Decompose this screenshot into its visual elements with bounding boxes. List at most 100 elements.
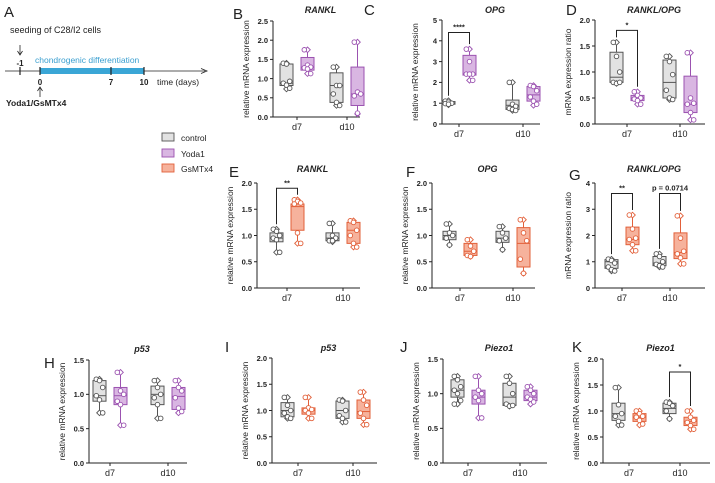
chart-panel-c: C OPG relative mRNA expression 0 1 2 3 4 5 d7 d10 *… bbox=[364, 2, 541, 139]
box bbox=[350, 66, 365, 106]
box-control-d10 bbox=[325, 219, 340, 246]
box-control-d10 bbox=[505, 78, 520, 114]
significance-bracket bbox=[611, 193, 633, 255]
data-point bbox=[157, 415, 164, 422]
data-point bbox=[503, 373, 510, 380]
data-point bbox=[307, 70, 314, 77]
x-tick-label: d10 bbox=[672, 468, 687, 478]
data-point bbox=[304, 66, 311, 72]
data-point bbox=[351, 39, 358, 45]
data-point bbox=[690, 100, 697, 106]
data-point bbox=[530, 98, 537, 104]
data-point bbox=[446, 242, 453, 248]
x-tick-label: d10 bbox=[160, 468, 175, 478]
panel-a-timeline: A seeding of C28/I2 cells -1 chondrogeni… bbox=[4, 4, 209, 108]
data-point bbox=[690, 426, 697, 432]
data-point bbox=[330, 91, 337, 97]
data-point bbox=[639, 421, 646, 427]
y-axis-label: relative mRNA expression bbox=[225, 186, 235, 284]
data-point bbox=[175, 384, 182, 391]
y-tick-label: 1.5 bbox=[417, 205, 427, 214]
data-point bbox=[506, 79, 513, 86]
box-control-d10 bbox=[495, 223, 510, 254]
y-axis-label: mRNA expression ratio bbox=[563, 28, 573, 115]
box-yoda1-d10 bbox=[683, 49, 698, 124]
y-tick-label: 2.0 bbox=[242, 179, 252, 188]
data-point bbox=[478, 390, 485, 397]
data-point bbox=[357, 410, 364, 416]
box-gsmtx4-d10 bbox=[356, 388, 371, 429]
data-point bbox=[669, 96, 676, 103]
y-tick-label: 2.0 bbox=[588, 355, 598, 364]
data-point bbox=[353, 244, 360, 250]
box-yoda1-d7 bbox=[630, 88, 645, 108]
significance-label: * bbox=[626, 20, 629, 29]
data-point bbox=[353, 227, 360, 233]
data-point bbox=[339, 398, 346, 404]
y-tick-label: 1.0 bbox=[74, 390, 84, 399]
panel-letter: F bbox=[406, 164, 415, 181]
box-yoda1-d10 bbox=[523, 383, 538, 408]
data-point bbox=[502, 235, 509, 241]
box-gsmtx4-d7 bbox=[290, 196, 305, 247]
y-tick-label: 0 bbox=[586, 284, 590, 293]
data-point bbox=[610, 39, 617, 46]
y-tick-label: 2 bbox=[586, 231, 590, 240]
data-point bbox=[669, 71, 676, 78]
data-point bbox=[151, 377, 158, 384]
box-gsmtx4-d10 bbox=[683, 407, 698, 433]
box-control-d7 bbox=[450, 372, 465, 408]
whisker-cap-marker bbox=[687, 407, 694, 415]
y-axis-label: mRNA expression ratio bbox=[563, 192, 573, 279]
box bbox=[346, 221, 361, 244]
data-point bbox=[478, 415, 485, 421]
y-tick-label: 1.0 bbox=[428, 389, 438, 398]
x-tick-label: d7 bbox=[622, 129, 632, 139]
data-point bbox=[472, 394, 479, 400]
box-yoda1-d7 bbox=[113, 368, 128, 429]
phase-label: chondrogenic differentiation bbox=[35, 55, 140, 65]
data-point bbox=[273, 236, 280, 243]
panel-letter: A bbox=[4, 4, 14, 21]
data-point bbox=[457, 397, 464, 404]
chart-title: OPG bbox=[485, 5, 505, 15]
x-tick-label: d7 bbox=[454, 129, 464, 139]
chart-panel-d: D RANKL/OPG mRNA expression ratio 0.0 0.5 1.0… bbox=[563, 2, 705, 139]
y-tick-label: 1.5 bbox=[428, 355, 438, 364]
data-point bbox=[283, 82, 290, 88]
data-point bbox=[297, 240, 304, 247]
data-point bbox=[618, 422, 625, 428]
box-gsmtx4-d10 bbox=[516, 216, 531, 277]
data-point bbox=[669, 403, 676, 409]
data-point bbox=[666, 58, 673, 65]
panel-letter: E bbox=[229, 164, 239, 181]
data-point bbox=[639, 413, 646, 419]
data-point bbox=[631, 89, 638, 95]
data-point bbox=[512, 107, 519, 114]
data-point bbox=[530, 390, 537, 397]
box-yoda1-d10 bbox=[171, 377, 186, 417]
y-tick-label: 3 bbox=[433, 57, 437, 66]
data-point bbox=[496, 237, 503, 244]
data-point bbox=[663, 408, 670, 414]
y-tick-label: 0.5 bbox=[74, 424, 84, 433]
box-gsmtx4-d10 bbox=[346, 217, 361, 251]
data-point bbox=[451, 387, 458, 393]
box-yoda1-d7 bbox=[300, 46, 315, 78]
y-tick-label: 4 bbox=[433, 37, 438, 46]
data-point bbox=[347, 232, 354, 239]
x-tick-label: d7 bbox=[463, 468, 473, 478]
data-point bbox=[178, 388, 185, 394]
box-gsmtx4-d7 bbox=[463, 236, 478, 260]
data-point bbox=[612, 384, 619, 391]
y-tick-label: 2 bbox=[433, 78, 437, 87]
panel-letter: I bbox=[225, 339, 229, 356]
chart-title: Piezo1 bbox=[646, 343, 675, 353]
data-point bbox=[469, 77, 476, 84]
y-tick-label: 2.0 bbox=[257, 354, 267, 363]
data-point bbox=[499, 246, 506, 253]
data-point bbox=[451, 401, 458, 407]
arrow-right-icon bbox=[200, 68, 209, 74]
data-point bbox=[276, 232, 283, 239]
